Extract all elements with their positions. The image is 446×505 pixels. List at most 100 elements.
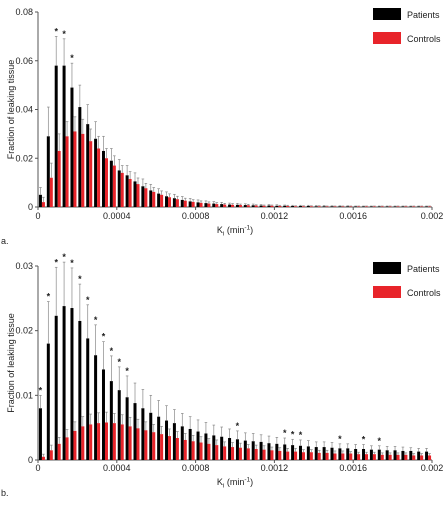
bar-controls xyxy=(192,202,195,207)
y-tick-label: 0.06 xyxy=(15,56,33,66)
bar-controls xyxy=(270,206,273,207)
bar-controls xyxy=(176,199,179,207)
bar-patients xyxy=(252,441,255,460)
bar-patients xyxy=(228,438,231,460)
bar-controls xyxy=(239,205,242,207)
bar-controls xyxy=(129,179,132,207)
bar-controls xyxy=(81,426,84,460)
bar-patients xyxy=(204,203,207,207)
bar-patients xyxy=(307,446,310,460)
y-tick-label: 0 xyxy=(28,202,33,212)
bar-controls xyxy=(247,448,250,460)
bar-patients xyxy=(78,321,81,460)
y-tick-label: 0.03 xyxy=(15,261,33,271)
bar-controls xyxy=(381,455,384,460)
bar-controls xyxy=(428,455,431,460)
bar-patients xyxy=(362,449,365,460)
significance-star: * xyxy=(125,366,129,376)
bar-controls xyxy=(310,206,313,207)
bar-patients xyxy=(55,316,58,460)
bar-controls xyxy=(89,141,92,207)
significance-star: * xyxy=(117,357,121,367)
bar-controls xyxy=(73,431,76,460)
legend-swatch-patients xyxy=(373,262,401,274)
bar-controls xyxy=(137,184,140,207)
bar-patients xyxy=(110,161,113,207)
legend-label-controls: Controls xyxy=(407,288,441,298)
bar-controls xyxy=(278,206,281,207)
bar-patients xyxy=(220,204,223,207)
bar-controls xyxy=(129,426,132,460)
bar-controls xyxy=(207,204,210,207)
bar-patients xyxy=(307,206,310,207)
bar-controls xyxy=(176,438,179,460)
x-axis-title-xlabel-close: ) xyxy=(250,225,253,235)
bar-controls xyxy=(215,204,218,207)
bar-patients xyxy=(173,198,176,207)
bar-patients xyxy=(252,205,255,207)
significance-star: * xyxy=(291,429,295,439)
x-tick-label: 0.0004 xyxy=(103,463,131,473)
bar-patients xyxy=(134,403,137,460)
bar-patients xyxy=(212,204,215,207)
bar-controls xyxy=(160,434,163,460)
bar-controls xyxy=(349,454,352,460)
bar-patients xyxy=(126,397,129,460)
x-tick-label: 0.0016 xyxy=(339,211,367,221)
legend-label-patients: Patients xyxy=(407,264,440,274)
bar-controls xyxy=(389,455,392,460)
bar-patients xyxy=(378,450,381,460)
bar-controls xyxy=(144,430,147,460)
bar-controls xyxy=(207,444,210,460)
bar-controls xyxy=(168,197,171,207)
bar-patients xyxy=(370,450,373,460)
significance-star: * xyxy=(236,421,240,431)
bar-controls xyxy=(310,452,313,460)
bar-patients xyxy=(157,417,160,460)
bar-patients xyxy=(236,439,239,460)
bar-controls xyxy=(294,452,297,460)
bar-patients xyxy=(86,338,89,460)
bar-patients xyxy=(283,444,286,460)
bar-patients xyxy=(165,196,168,207)
legend-swatch-controls xyxy=(373,32,401,44)
significance-star: * xyxy=(338,434,342,444)
bar-patients xyxy=(39,195,42,207)
bar-patients xyxy=(70,88,73,207)
bar-patients xyxy=(220,437,223,460)
y-tick-label: 0.01 xyxy=(15,390,33,400)
bar-controls xyxy=(200,203,203,207)
y-axis-title: Fraction of leaking tissue xyxy=(6,313,16,413)
significance-star: * xyxy=(94,315,98,325)
bar-controls xyxy=(223,205,226,207)
bar-controls xyxy=(42,202,45,207)
bar-controls xyxy=(255,206,258,207)
y-tick-label: 0.08 xyxy=(15,7,33,17)
bar-controls xyxy=(152,192,155,207)
significance-star: * xyxy=(47,292,51,302)
bar-controls xyxy=(50,450,53,460)
significance-star: * xyxy=(102,332,106,342)
panel-label: b. xyxy=(1,488,9,498)
bar-patients xyxy=(78,107,81,207)
x-axis-title-xlabel-unit: (min xyxy=(224,477,244,487)
bar-controls xyxy=(231,447,234,460)
bar-controls xyxy=(73,131,76,207)
bar-controls xyxy=(58,444,61,460)
bar-patients xyxy=(386,450,389,460)
bar-patients xyxy=(189,201,192,207)
bar-patients xyxy=(181,200,184,207)
bar-patients xyxy=(275,444,278,460)
bar-patients xyxy=(244,205,247,207)
bar-controls xyxy=(286,206,289,207)
panel-label: a. xyxy=(1,236,9,246)
bar-controls xyxy=(121,424,124,460)
bar-controls xyxy=(318,453,321,460)
bar-controls xyxy=(263,450,266,460)
legend-swatch-controls xyxy=(373,286,401,298)
bar-patients xyxy=(141,408,144,460)
y-tick-label: 0.02 xyxy=(15,326,33,336)
bar-patients xyxy=(63,66,66,207)
bar-controls xyxy=(137,428,140,460)
